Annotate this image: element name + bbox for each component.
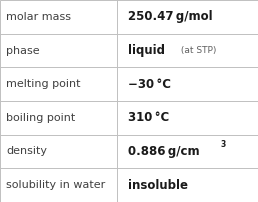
Text: phase: phase <box>6 45 40 56</box>
Text: boiling point: boiling point <box>6 113 76 123</box>
Text: density: density <box>6 146 47 157</box>
Text: (at STP): (at STP) <box>178 46 216 55</box>
Text: 250.47 g/mol: 250.47 g/mol <box>128 10 212 23</box>
Text: 3: 3 <box>221 140 226 149</box>
Text: −30 °C: −30 °C <box>128 78 171 91</box>
Text: solubility in water: solubility in water <box>6 180 106 190</box>
Text: molar mass: molar mass <box>6 12 71 22</box>
Text: melting point: melting point <box>6 79 81 89</box>
Text: 0.886 g/cm: 0.886 g/cm <box>128 145 199 158</box>
Text: 310 °C: 310 °C <box>128 111 169 124</box>
Text: liquid: liquid <box>128 44 165 57</box>
Text: insoluble: insoluble <box>128 179 188 192</box>
